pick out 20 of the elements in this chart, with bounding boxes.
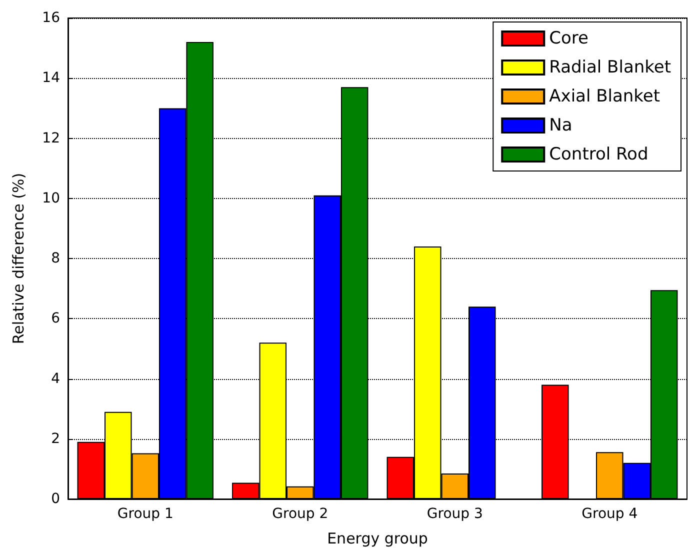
y-tick-label: 14 [42,70,60,86]
legend-label: Core [549,28,589,48]
y-tick-label: 6 [51,310,60,327]
legend-label: Control Rod [549,144,648,164]
y-tick-label: 4 [51,370,60,387]
x-axis-title: Energy group [327,530,428,548]
x-tick-label: Group 1 [117,506,174,522]
legend-label: Axial Blanket [549,86,660,106]
y-tick-label: 8 [51,250,60,266]
x-tick-label: Group 2 [272,506,328,522]
x-tick-label: Group 4 [582,506,638,522]
y-tick-label: 16 [42,10,60,26]
x-tick-label: Group 3 [426,506,483,522]
y-tick-label: 12 [42,130,60,146]
y-tick-label: 2 [51,430,60,447]
legend-label: Na [549,116,572,136]
y-axis-title: Relative difference (%) [10,172,28,344]
y-tick-label: 0 [51,491,60,507]
legend-label: Radial Blanket [549,58,672,78]
y-tick-label: 10 [42,190,60,206]
